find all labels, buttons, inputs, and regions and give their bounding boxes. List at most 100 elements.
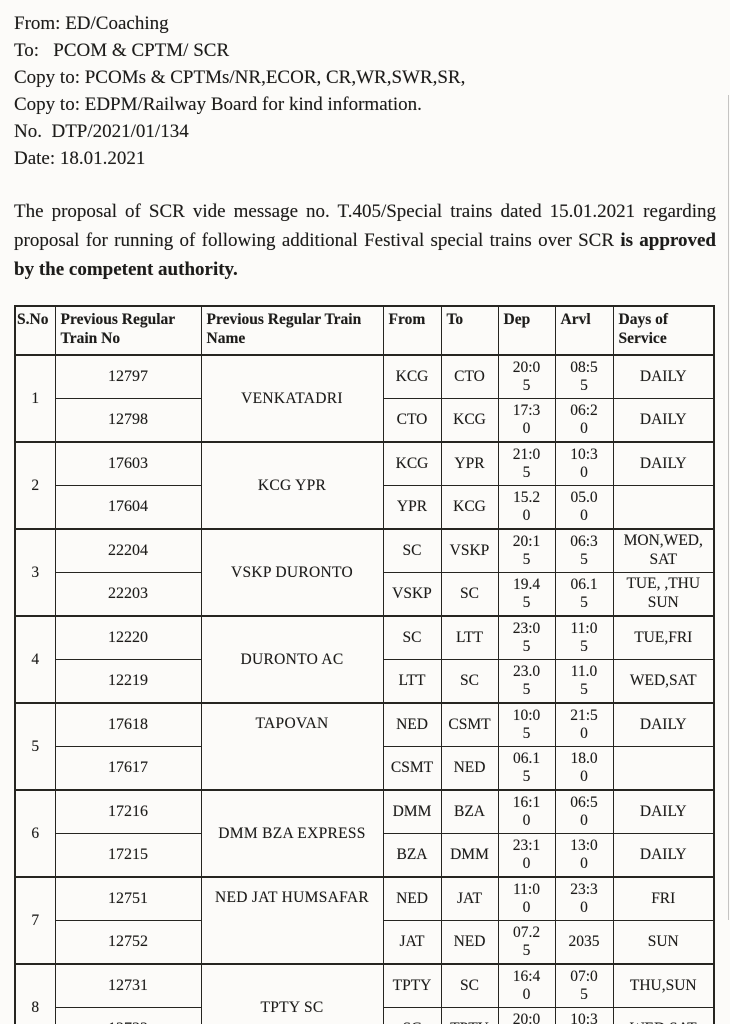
dep-cell: 23.05 bbox=[497, 659, 556, 704]
col-header-arvl: Arvl bbox=[554, 305, 614, 356]
dep-time: 20:15 bbox=[512, 533, 541, 568]
table-row: 22203 VSKP SC 19.45 06.15 TUE, ,THU SUN bbox=[15, 572, 715, 617]
arvl-time: 06:35 bbox=[570, 533, 598, 568]
dep-time: 07.25 bbox=[512, 924, 541, 959]
serial-cell: 7 bbox=[14, 876, 56, 965]
table-row: 2 17603 KCG YPR KCG YPR 21:05 10:30 DAIL… bbox=[14, 441, 715, 530]
to-cell: CSMT bbox=[440, 702, 499, 747]
from-cell: SC bbox=[382, 615, 442, 660]
train-group: 2 17603 KCG YPR KCG YPR 21:05 10:30 DAIL… bbox=[14, 441, 715, 530]
table-row: 8 12731 TPTY SC TPTY SC 16:40 07:05 THU,… bbox=[14, 963, 715, 1024]
arvl-time: 06:20 bbox=[570, 402, 598, 437]
train-no-cell: 12797 bbox=[54, 354, 202, 399]
arvl-time: 07:05 bbox=[570, 968, 598, 1003]
arvl-cell: 13:00 bbox=[554, 833, 614, 878]
serial-cell: 5 bbox=[14, 702, 56, 791]
date-line: Date: 18.01.2021 bbox=[14, 148, 146, 169]
to-line: To: PCOM & CPTM/ SCR bbox=[14, 40, 230, 61]
train-no-cell: 12731 bbox=[54, 963, 202, 1008]
days-cell bbox=[612, 485, 715, 530]
dep-time: 23:05 bbox=[512, 620, 541, 655]
dep-cell: 21:05 bbox=[497, 441, 556, 486]
train-name-cell: TAPOVAN bbox=[200, 702, 384, 791]
from-cell: TPTY bbox=[382, 963, 442, 1008]
train-group: 6 17216 DMM BZA EXPRESS DMM BZA 16:10 06… bbox=[14, 789, 715, 878]
arvl-cell: 10:30 bbox=[554, 441, 614, 486]
to-cell: NED bbox=[440, 920, 499, 965]
to-cell: KCG bbox=[440, 398, 499, 443]
train-no-cell: 17618 bbox=[54, 702, 202, 747]
dep-cell: 17:30 bbox=[497, 398, 556, 443]
col-header-prev-train-no: Previous Regular Train No bbox=[54, 305, 202, 356]
copy-to-line: Copy to: PCOMs & CPTMs/NR,ECOR, CR,WR,SW… bbox=[14, 67, 466, 88]
train-no-cell: 12752 bbox=[54, 920, 202, 965]
col-header-sno: S.No bbox=[14, 305, 56, 356]
days-cell: SUN bbox=[612, 920, 715, 965]
from-cell: KCG bbox=[382, 354, 442, 399]
days-cell: DAILY bbox=[612, 354, 715, 399]
days-cell: WED,SAT bbox=[612, 1007, 715, 1024]
table-row: 12798 CTO KCG 17:30 06:20 DAILY bbox=[15, 398, 715, 443]
table-row: 17215 BZA DMM 23:10 13:00 DAILY bbox=[15, 833, 715, 878]
dep-time: 23.05 bbox=[512, 663, 541, 698]
train-no-cell: 22204 bbox=[54, 528, 202, 573]
table-row: 3 22204 VSKP DURONTO SC VSKP 20:15 06:35… bbox=[14, 528, 715, 617]
dep-cell: 10:05 bbox=[497, 702, 556, 747]
train-no-cell: 12798 bbox=[54, 398, 202, 443]
train-no-cell: 12751 bbox=[54, 876, 202, 921]
days-cell: DAILY bbox=[612, 833, 715, 878]
dep-cell: 07.25 bbox=[497, 920, 556, 965]
train-no-cell: 17216 bbox=[54, 789, 202, 834]
days-cell: DAILY bbox=[612, 702, 715, 747]
from-cell: NED bbox=[382, 702, 442, 747]
train-no-cell: 22203 bbox=[54, 572, 202, 617]
from-cell: BZA bbox=[382, 833, 442, 878]
dep-time: 20:05 bbox=[512, 1011, 541, 1024]
approval-text: The proposal of SCR vide message no. T.4… bbox=[14, 201, 716, 251]
train-group: 7 12751 NED JAT HUMSAFAR NED JAT 11:00 2… bbox=[14, 876, 715, 965]
arvl-cell: 07:05 bbox=[554, 963, 614, 1008]
to-cell: SC bbox=[440, 659, 499, 704]
train-no-cell: 17215 bbox=[54, 833, 202, 878]
col-header-to: To bbox=[440, 305, 499, 356]
dep-cell: 20:15 bbox=[497, 528, 556, 573]
dep-time: 06.15 bbox=[512, 750, 541, 785]
approval-text-bold: is approved by the competent authority. bbox=[14, 230, 716, 280]
days-cell: TUE, ,THU SUN bbox=[612, 572, 715, 617]
arvl-time: 2035 bbox=[568, 933, 600, 951]
days-cell: DAILY bbox=[612, 789, 715, 834]
from-cell: SC bbox=[382, 1007, 442, 1024]
arvl-time: 06:50 bbox=[570, 794, 598, 829]
to-cell: NED bbox=[440, 746, 499, 791]
train-group: 1 12797 VENKATADRI KCG CTO 20:05 08:55 D… bbox=[14, 354, 715, 443]
train-name-cell: NED JAT HUMSAFAR bbox=[200, 876, 384, 965]
dep-time: 16:40 bbox=[512, 968, 541, 1003]
copy-to-line: Copy to: EDPM/Railway Board for kind inf… bbox=[14, 94, 422, 115]
dep-cell: 16:40 bbox=[497, 963, 556, 1008]
table-row: 12752 JAT NED 07.25 2035 SUN bbox=[15, 920, 715, 965]
serial-cell: 3 bbox=[14, 528, 56, 617]
col-header-from: From bbox=[382, 305, 442, 356]
train-table: S.No Previous Regular Train No Previous … bbox=[14, 305, 715, 1024]
train-group: 5 17618 TAPOVAN NED CSMT 10:05 21:50 DAI… bbox=[14, 702, 715, 791]
arvl-time: 11:05 bbox=[570, 620, 598, 655]
arvl-time: 05.00 bbox=[570, 489, 598, 524]
train-no-cell: 12219 bbox=[54, 659, 202, 704]
train-group: 3 22204 VSKP DURONTO SC VSKP 20:15 06:35… bbox=[14, 528, 715, 617]
to-cell: SC bbox=[440, 963, 499, 1008]
train-name-cell: KCG YPR bbox=[200, 441, 384, 530]
arvl-time: 06.15 bbox=[570, 576, 598, 611]
table-row: 6 17216 DMM BZA EXPRESS DMM BZA 16:10 06… bbox=[14, 789, 715, 878]
arvl-cell: 21:50 bbox=[554, 702, 614, 747]
serial-cell: 8 bbox=[14, 963, 56, 1024]
from-line: From: ED/Coaching bbox=[14, 13, 169, 34]
col-header-prev-train-name: Previous Regular Train Name bbox=[200, 305, 384, 356]
days-cell bbox=[612, 746, 715, 791]
to-cell: CTO bbox=[440, 354, 499, 399]
train-group: 8 12731 TPTY SC TPTY SC 16:40 07:05 THU,… bbox=[14, 963, 715, 1024]
col-header-dep: Dep bbox=[497, 305, 556, 356]
dep-time: 20:05 bbox=[512, 359, 541, 394]
arvl-cell: 11:05 bbox=[554, 615, 614, 660]
dep-cell: 23:10 bbox=[497, 833, 556, 878]
arvl-cell: 06.15 bbox=[554, 572, 614, 617]
